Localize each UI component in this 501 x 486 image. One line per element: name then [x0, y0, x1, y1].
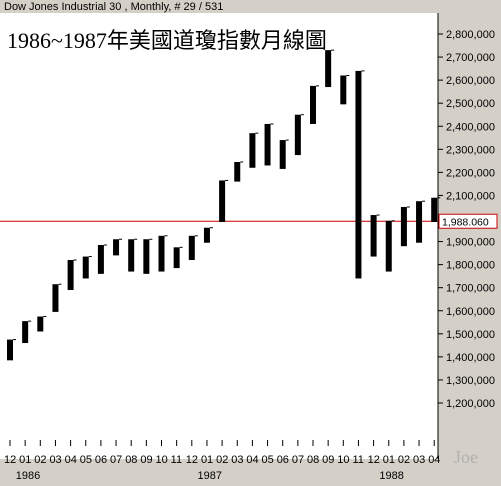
x-tick-label: 02: [216, 454, 228, 466]
y-tick-label: 1,700,000: [446, 283, 495, 295]
y-axis: 1,200,000 1,300,000 1,400,000 1,500,000 1,60…: [438, 29, 495, 410]
candle-body: [234, 161, 241, 182]
y-tick-label: 2,100,000: [446, 190, 495, 202]
x-tick-label: 04: [246, 454, 258, 466]
candle-body: [97, 245, 104, 274]
candle-body: [355, 70, 362, 279]
year-label: 1988: [379, 470, 403, 482]
candle-body: [128, 239, 135, 272]
candle-body: [416, 201, 423, 243]
y-tick-label: 1,200,000: [446, 398, 495, 410]
y-tick-label: 2,200,000: [446, 167, 495, 179]
x-tick-label: 08: [307, 454, 319, 466]
y-tick-label: 1,300,000: [446, 375, 495, 387]
x-tick-label: 05: [80, 454, 92, 466]
candle-body: [249, 133, 256, 168]
current-value-box: [438, 213, 498, 229]
y-tick-label: 2,800,000: [446, 29, 495, 41]
candle-body: [294, 114, 301, 156]
signature-watermark: Joe: [454, 447, 478, 467]
year-label: 1987: [198, 470, 222, 482]
current-value-label: 1,988.060: [442, 216, 489, 228]
x-tick-label: 12: [368, 454, 380, 466]
x-tick-label: 03: [413, 454, 425, 466]
chart-header: Dow Jones Industrial 30 , Monthly, # 29 …: [4, 1, 224, 13]
x-tick-label: 11: [171, 454, 182, 466]
candle-body: [310, 85, 316, 124]
x-tick-label: 01: [383, 454, 395, 466]
x-tick-label: 04: [65, 454, 77, 466]
y-tick-label: 1,800,000: [446, 260, 495, 272]
x-tick-label: 11: [352, 454, 363, 466]
candle-body: [82, 256, 89, 279]
y-tick-label: 2,500,000: [446, 98, 495, 110]
x-tick-label: 02: [34, 454, 46, 466]
x-tick-label: 08: [125, 454, 137, 466]
x-tick-label: 04: [428, 454, 440, 466]
candle-body: [340, 75, 347, 105]
candle-body: [22, 321, 29, 344]
y-tick-label: 1,600,000: [446, 306, 495, 318]
plot-area: [0, 13, 438, 459]
y-tick-label: 1,400,000: [446, 352, 495, 364]
x-tick-label: 03: [231, 454, 243, 466]
x-tick-label: 01: [201, 454, 213, 466]
current-value-badge: 1,988.060: [438, 213, 498, 229]
candle-body: [173, 247, 180, 269]
x-tick-label: 12: [186, 454, 198, 466]
candle-body: [7, 339, 13, 361]
candle-body: [370, 215, 377, 257]
y-tick-label: 2,300,000: [446, 144, 495, 156]
y-tick-label: 2,600,000: [446, 75, 495, 87]
candle-body: [158, 235, 165, 272]
y-tick-label: 1,900,000: [446, 237, 495, 249]
candle-body: [400, 206, 407, 247]
x-tick-label: 10: [337, 454, 349, 466]
x-tick-label: 05: [262, 454, 274, 466]
candle-body: [143, 239, 150, 274]
x-tick-label: 06: [95, 454, 107, 466]
candle-body: [264, 123, 271, 166]
y-tick-label: 2,700,000: [446, 52, 495, 64]
chart-title: 1986~1987年美國道瓊指數月線圖: [7, 28, 327, 53]
x-tick-label: 06: [277, 454, 289, 466]
x-tick-label: 07: [292, 454, 304, 466]
candle-body: [431, 197, 438, 222]
x-tick-label: 09: [322, 454, 334, 466]
candles-layer: [7, 49, 441, 361]
x-tick-label: 03: [49, 454, 61, 466]
candle-body: [67, 260, 74, 290]
candle-body: [113, 239, 120, 256]
candle-body: [279, 140, 286, 169]
year-label: 1986: [16, 470, 40, 482]
x-tick-label: 10: [156, 454, 168, 466]
x-tick-label: 01: [19, 454, 31, 466]
candle-body: [52, 284, 59, 312]
candle-body: [219, 180, 226, 222]
y-tick-label: 2,400,000: [446, 121, 495, 133]
candle-body: [188, 235, 195, 261]
x-tick-label: 12: [4, 454, 16, 466]
candle-body: [385, 220, 392, 272]
y-tick-label: 1,500,000: [446, 329, 495, 341]
x-tick-label: 07: [110, 454, 122, 466]
x-axis: 12 01 02 03 04 05 06 07 08 09 10 11 12 01 02 03 04 05 06 07…: [4, 440, 440, 482]
candle-body: [37, 316, 44, 332]
candle-body: [325, 50, 332, 88]
x-tick-label: 09: [140, 454, 152, 466]
x-tick-label: 02: [398, 454, 410, 466]
candle-body: [203, 227, 210, 243]
